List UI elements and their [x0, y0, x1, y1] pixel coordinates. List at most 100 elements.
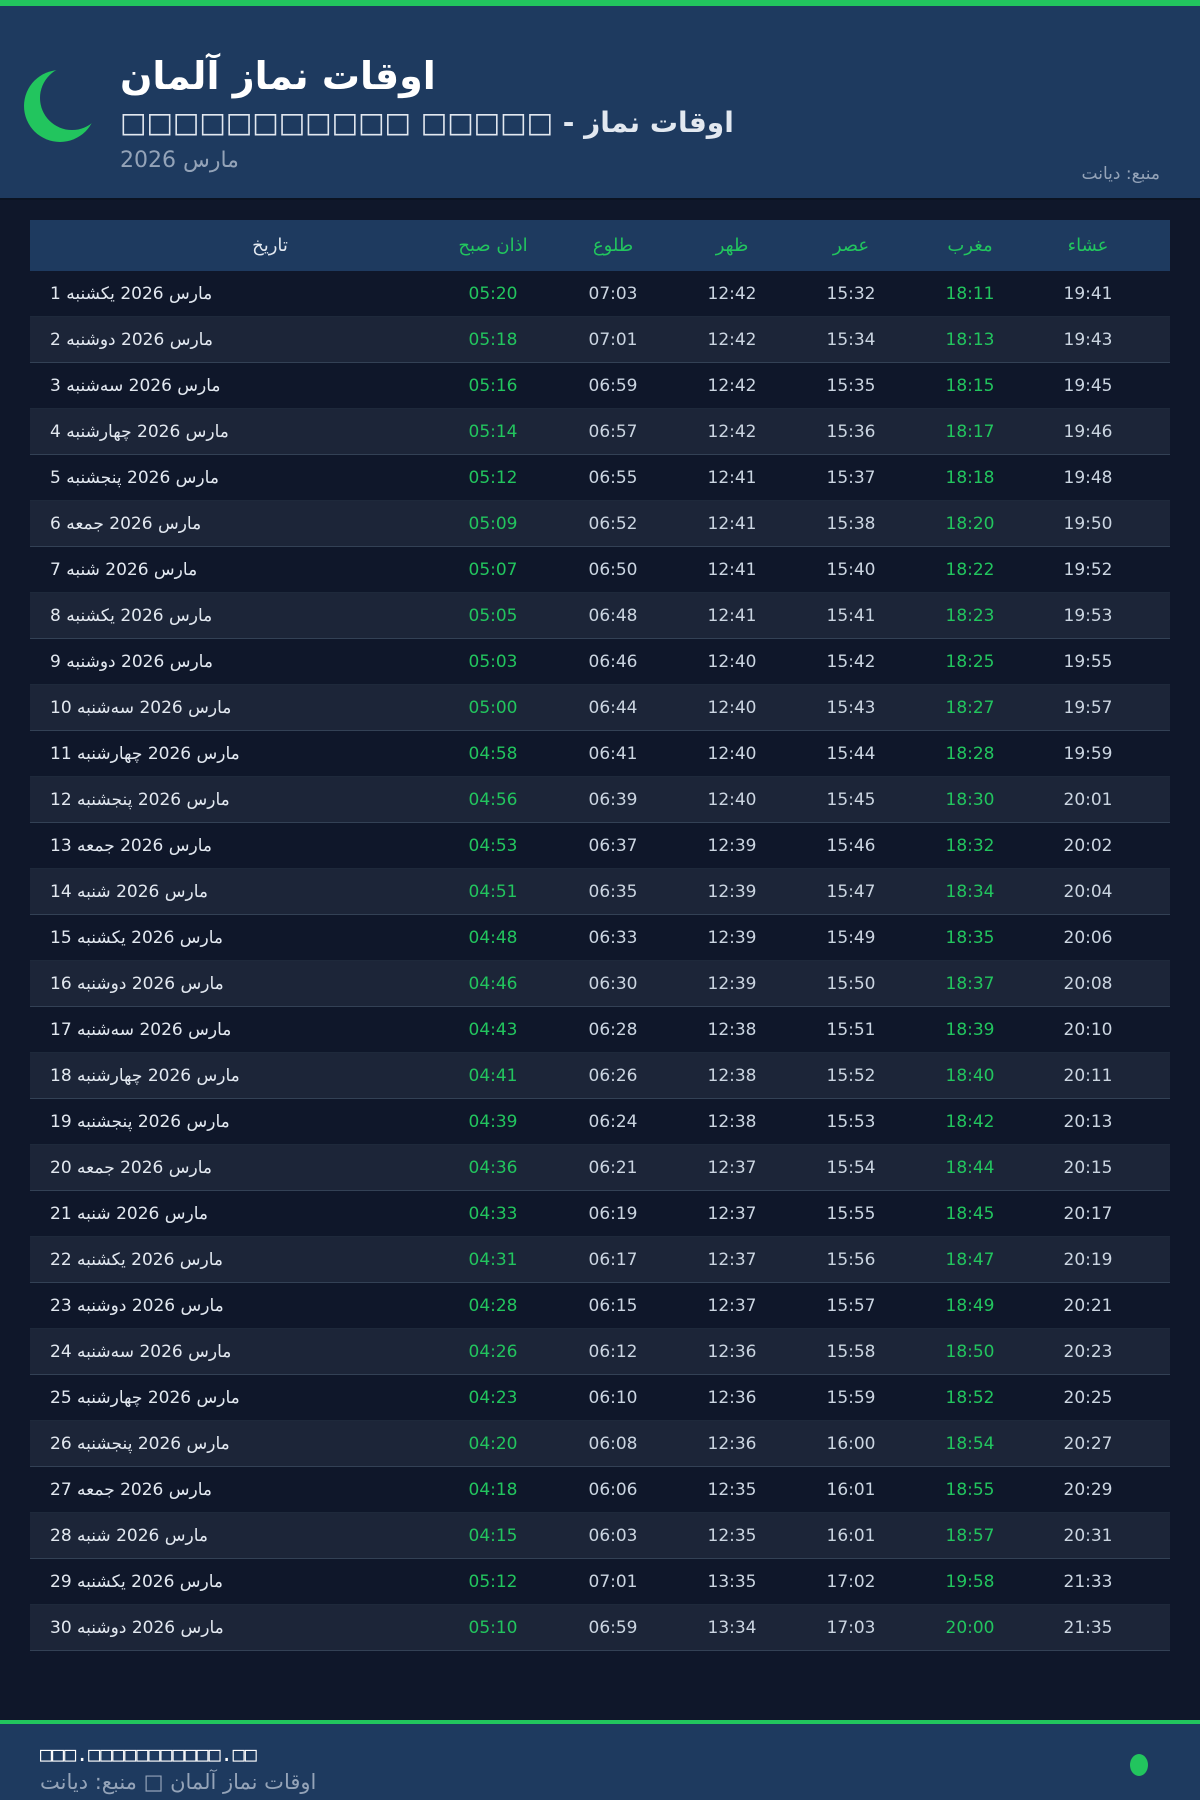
page-subtitle: □□□□□□□□□□□ □□□□□ - اوقات نماز: [120, 106, 734, 139]
cell-isha: 20:01: [1063, 789, 1113, 810]
cell-asr: 15:41: [826, 605, 876, 626]
cell-fajr: 04:53: [468, 835, 518, 856]
cell-sunrise: 06:15: [588, 1295, 638, 1316]
cell-dhuhr: 13:34: [707, 1617, 757, 1638]
cell-dhuhr: 12:40: [707, 789, 757, 810]
cell-asr: 15:57: [826, 1295, 876, 1316]
cell-date: 4 مارس 2026 چهارشنبه: [50, 421, 229, 442]
cell-dhuhr: 12:40: [707, 651, 757, 672]
cell-fajr: 05:12: [468, 467, 518, 488]
cell-maghrib: 18:54: [945, 1433, 995, 1454]
cell-maghrib: 18:23: [945, 605, 995, 626]
cell-sunrise: 06:39: [588, 789, 638, 810]
cell-maghrib: 18:45: [945, 1203, 995, 1224]
cell-fajr: 04:51: [468, 881, 518, 902]
cell-date: 2 مارس 2026 دوشنبه: [50, 329, 213, 350]
cell-asr: 15:44: [826, 743, 876, 764]
column-header-isha: عشاء: [1067, 235, 1109, 256]
column-header-asr: عصر: [832, 235, 870, 256]
table-row: 5 مارس 2026 پنجشنبه 05:12 06:55 12:41 15:37 1…: [30, 455, 1170, 501]
cell-asr: 15:40: [826, 559, 876, 580]
cell-dhuhr: 12:39: [707, 927, 757, 948]
cell-maghrib: 18:30: [945, 789, 995, 810]
cell-fajr: 04:36: [468, 1157, 518, 1178]
column-header-dhuhr: ظهر: [715, 235, 749, 256]
cell-fajr: 04:48: [468, 927, 518, 948]
cell-dhuhr: 12:42: [707, 329, 757, 350]
cell-date: 14 مارس 2026 شنبه: [50, 881, 208, 902]
cell-isha: 20:10: [1063, 1019, 1113, 1040]
cell-dhuhr: 12:38: [707, 1065, 757, 1086]
cell-asr: 16:00: [826, 1433, 876, 1454]
cell-maghrib: 18:39: [945, 1019, 995, 1040]
cell-isha: 19:41: [1063, 283, 1113, 304]
cell-maghrib: 18:27: [945, 697, 995, 718]
cell-isha: 19:59: [1063, 743, 1113, 764]
table-row: 19 مارس 2026 پنجشنبه 04:39 06:24 12:38 15:53…: [30, 1099, 1170, 1145]
table-row: 26 مارس 2026 پنجشنبه 04:20 06:08 12:36 16:00…: [30, 1421, 1170, 1467]
cell-maghrib: 18:35: [945, 927, 995, 948]
cell-isha: 20:23: [1063, 1341, 1113, 1362]
cell-date: 3 مارس 2026 سه‌شنبه: [50, 375, 221, 396]
cell-maghrib: 18:42: [945, 1111, 995, 1132]
table-row: 30 مارس 2026 دوشنبه 05:10 06:59 13:34 17:03 2…: [30, 1605, 1170, 1651]
cell-maghrib: 18:52: [945, 1387, 995, 1408]
cell-sunrise: 07:03: [588, 283, 638, 304]
cell-isha: 19:48: [1063, 467, 1113, 488]
cell-isha: 19:53: [1063, 605, 1113, 626]
table-row: 18 مارس 2026 چهارشنبه 04:41 06:26 12:38 15:5…: [30, 1053, 1170, 1099]
cell-fajr: 04:33: [468, 1203, 518, 1224]
cell-dhuhr: 13:35: [707, 1571, 757, 1592]
footer-text: اوقات نماز آلمان □ منبع: دیانت: [40, 1770, 317, 1794]
cell-fajr: 05:07: [468, 559, 518, 580]
cell-isha: 20:13: [1063, 1111, 1113, 1132]
cell-asr: 15:47: [826, 881, 876, 902]
cell-maghrib: 19:58: [945, 1571, 995, 1592]
cell-sunrise: 06:06: [588, 1479, 638, 1500]
cell-fajr: 05:10: [468, 1617, 518, 1638]
column-header-maghrib: مغرب: [947, 235, 993, 256]
cell-fajr: 04:20: [468, 1433, 518, 1454]
cell-fajr: 05:18: [468, 329, 518, 350]
cell-fajr: 04:56: [468, 789, 518, 810]
table-row: 20 مارس 2026 جمعه 04:36 06:21 12:37 15:54 18:…: [30, 1145, 1170, 1191]
cell-asr: 17:02: [826, 1571, 876, 1592]
cell-asr: 15:38: [826, 513, 876, 534]
cell-sunrise: 06:10: [588, 1387, 638, 1408]
cell-fajr: 05:14: [468, 421, 518, 442]
cell-dhuhr: 12:41: [707, 559, 757, 580]
cell-sunrise: 06:50: [588, 559, 638, 580]
column-header-sunrise: طلوع: [592, 235, 634, 256]
cell-dhuhr: 12:40: [707, 743, 757, 764]
table-row: 23 مارس 2026 دوشنبه 04:28 06:15 12:37 15:57 1…: [30, 1283, 1170, 1329]
cell-isha: 20:17: [1063, 1203, 1113, 1224]
cell-sunrise: 06:08: [588, 1433, 638, 1454]
cell-sunrise: 06:19: [588, 1203, 638, 1224]
cell-date: 13 مارس 2026 جمعه: [50, 835, 213, 856]
cell-dhuhr: 12:42: [707, 283, 757, 304]
cell-sunrise: 06:55: [588, 467, 638, 488]
cell-date: 29 مارس 2026 یکشنبه: [50, 1571, 224, 1592]
page-footer: □□□.□□□□□□□□□□□.□□ اوقات نماز آلمان □ من…: [0, 1720, 1200, 1800]
cell-maghrib: 18:44: [945, 1157, 995, 1178]
cell-sunrise: 06:46: [588, 651, 638, 672]
page-title: اوقات نماز آلمان: [120, 54, 436, 98]
cell-date: 8 مارس 2026 یکشنبه: [50, 605, 213, 626]
cell-sunrise: 06:24: [588, 1111, 638, 1132]
table-row: 15 مارس 2026 یکشنبه 04:48 06:33 12:39 15:49 1…: [30, 915, 1170, 961]
cell-isha: 20:06: [1063, 927, 1113, 948]
cell-asr: 15:35: [826, 375, 876, 396]
cell-date: 27 مارس 2026 جمعه: [50, 1479, 213, 1500]
table-row: 24 مارس 2026 سه‌شنبه 04:26 06:12 12:36 15:58…: [30, 1329, 1170, 1375]
cell-isha: 19:52: [1063, 559, 1113, 580]
cell-fajr: 04:23: [468, 1387, 518, 1408]
cell-dhuhr: 12:38: [707, 1111, 757, 1132]
cell-maghrib: 18:11: [945, 283, 995, 304]
footer-url[interactable]: □□□.□□□□□□□□□□□.□□: [40, 1742, 257, 1766]
cell-isha: 19:45: [1063, 375, 1113, 396]
cell-sunrise: 06:52: [588, 513, 638, 534]
cell-date: 18 مارس 2026 چهارشنبه: [50, 1065, 240, 1086]
cell-fajr: 04:28: [468, 1295, 518, 1316]
cell-asr: 15:53: [826, 1111, 876, 1132]
cell-asr: 16:01: [826, 1525, 876, 1546]
